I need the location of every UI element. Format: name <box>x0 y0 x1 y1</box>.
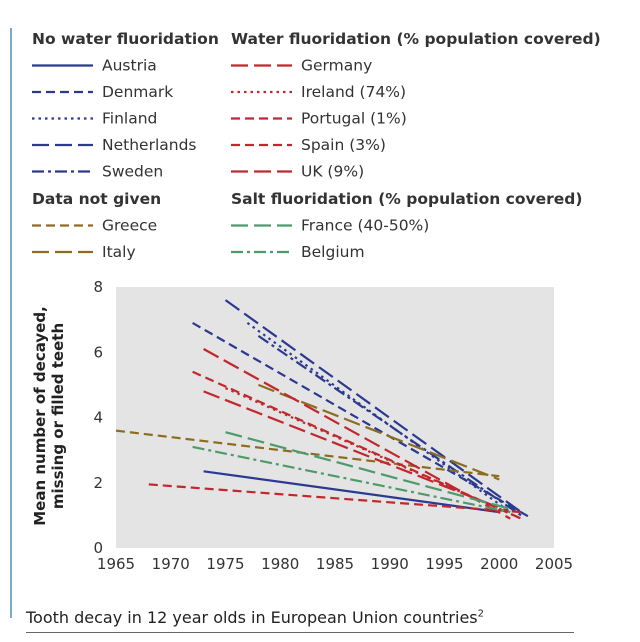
x-tick-label: 1965 <box>97 555 135 573</box>
left-accent-rule <box>10 28 12 618</box>
legend-label-finland: Finland <box>102 110 157 128</box>
series-line-italy <box>257 383 500 481</box>
x-tick-label: 1990 <box>371 555 409 573</box>
legend-label-greece: Greece <box>102 217 157 235</box>
x-tick-label: 1995 <box>425 555 463 573</box>
x-tick-label: 2000 <box>480 555 518 573</box>
y-axis-title-line-2: missing or filled teeth <box>49 323 67 509</box>
legend-heading-no-water-fluoridation: No water fluoridation <box>32 30 219 48</box>
x-tick-label: 1985 <box>316 555 354 573</box>
y-tick-label: 0 <box>93 539 103 557</box>
legend-label-france-40-50: France (40-50%) <box>301 217 429 235</box>
legend-label-italy: Italy <box>102 243 136 261</box>
legend-heading-data-not-given: Data not given <box>32 190 161 208</box>
x-tick-label: 2005 <box>535 555 573 573</box>
chart-title-superscript: 2 <box>477 608 484 620</box>
legend-label-austria: Austria <box>102 57 157 75</box>
y-tick-label: 2 <box>93 474 103 492</box>
axis-ticks: 1965 1970 1975 1980 1985 1990 1995 2000 2005 0 2 4 6… <box>93 278 573 573</box>
legend-label-spain-3: Spain (3%) <box>301 136 386 154</box>
x-tick-label: 1980 <box>261 555 299 573</box>
series-line-finland <box>246 322 511 513</box>
series-line-netherlands <box>224 299 522 513</box>
y-axis-title-line-1: Mean number of decayed, <box>31 306 49 526</box>
chart-title: Tooth decay in 12 year olds in European … <box>26 608 574 633</box>
y-tick-label: 4 <box>93 409 103 427</box>
legend-heading-salt-fluoridation-population-covered: Salt fluoridation (% population covered) <box>231 190 582 208</box>
series-line-ireland-74 <box>225 387 522 520</box>
series-line-greece <box>115 429 500 478</box>
series-group <box>115 299 533 520</box>
plot-area <box>116 287 554 548</box>
legend-label-uk-9: UK (9%) <box>301 163 364 181</box>
y-tick-label: 6 <box>93 343 103 361</box>
chart-title-text: Tooth decay in 12 year olds in European … <box>26 608 478 627</box>
x-tick-label: 1970 <box>152 555 190 573</box>
legend: No water fluoridation Austria Denmark Finla… <box>32 30 601 261</box>
legend-heading-water-fluoridation-population-covered: Water fluoridation (% population covered… <box>231 30 601 48</box>
legend-label-germany: Germany <box>301 57 372 75</box>
y-tick-label: 8 <box>93 278 103 296</box>
series-line-portugal-1 <box>148 483 522 514</box>
series-line-austria <box>203 470 500 514</box>
legend-label-netherlands: Netherlands <box>102 136 196 154</box>
series-line-sweden <box>257 334 522 517</box>
x-tick-label: 1975 <box>206 555 244 573</box>
series-line-uk-9 <box>203 348 511 520</box>
chart-svg: No water fluoridation Austria Denmark Finla… <box>31 30 601 573</box>
legend-label-denmark: Denmark <box>102 83 173 101</box>
legend-label-sweden: Sweden <box>102 163 163 181</box>
series-line-germany <box>203 390 511 514</box>
series-line-belgium <box>192 445 511 514</box>
legend-label-portugal-1: Portugal (1%) <box>301 110 407 128</box>
legend-label-belgium: Belgium <box>301 243 365 261</box>
legend-label-ireland-74: Ireland (74%) <box>301 83 406 101</box>
series-line-france-40-50 <box>225 431 511 510</box>
